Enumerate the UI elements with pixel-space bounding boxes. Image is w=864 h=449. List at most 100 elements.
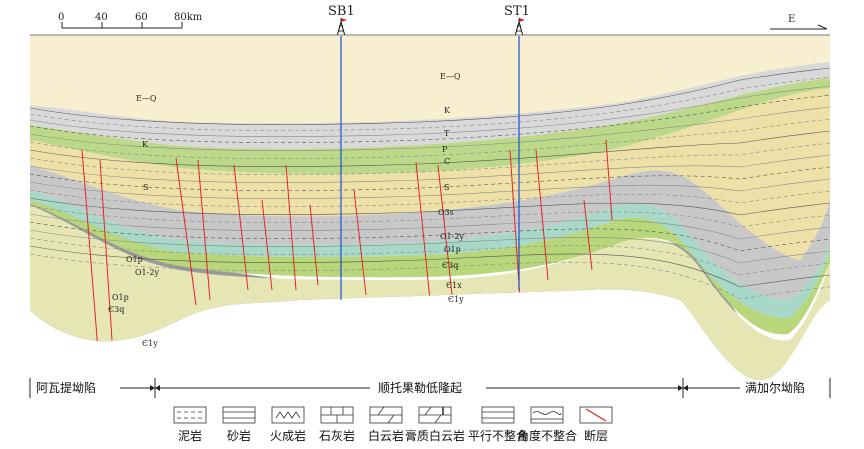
horizon-line [30,106,830,151]
horizon-line [30,205,830,228]
legend-item: 平行不整合 [468,406,528,443]
label-o1p-mid: O1p [444,245,461,254]
fault-line [81,149,99,351]
legend-swatch [530,406,564,424]
horizon-line [30,189,830,207]
fault-line [437,164,453,296]
label-t: T [444,129,450,138]
horizon-line [30,154,830,183]
legend-label: 断层 [584,428,608,443]
legend-item: 泥岩 [173,406,207,443]
legend-item: 白云岩 [368,406,404,443]
label-e1y-mid: Є1y [448,295,464,304]
legend-pattern-mark [532,411,562,415]
legend-swatch [271,406,305,424]
layer-cambrian [30,205,830,380]
layer-ordovician-teal [30,190,830,319]
legend-label: 平行不整合 [468,428,528,443]
legend-label: 泥岩 [178,428,202,443]
horizon-line [30,178,830,199]
legend-label: 石灰岩 [319,428,355,443]
fault-line [175,157,197,306]
fault-line [309,204,319,286]
legend-item: 断层 [579,406,613,443]
horizon-line [30,76,830,131]
region-shuntuoguole-uplift: 顺托果勒低隆起 [378,380,462,395]
legend-label: 膏质白云岩 [405,428,465,443]
legend-pattern-mark [387,414,395,424]
horizon-line [30,213,830,240]
label-e1y-left: Є1y [142,339,158,348]
label-e1x: Є1x [446,281,462,290]
well-st1: ST1 [504,4,530,37]
horizon-line [30,85,830,137]
horizon-line [30,130,830,167]
label-e3q-left: Є3q [108,305,124,314]
scale-tick-40: 40 [95,12,108,23]
well-sb1: SB1 [328,4,355,37]
horizon-line [30,245,830,288]
legend-item: 石灰岩 [319,406,355,443]
label-o3s: O3s [438,208,454,217]
fault-line [605,139,613,221]
label-s: S [444,183,449,192]
derrick-icon [514,18,525,37]
layer-silurian [30,165,830,300]
scale-tick-0: 0 [58,12,64,23]
well-st1-label: ST1 [504,4,530,19]
cross-section: E—Q E—Q K K T P C S S O3s O1-2y O1p O1p … [30,34,830,380]
label-k-left: K [142,140,149,149]
label-k-mid: K [444,106,451,115]
label-p: P [442,145,448,154]
region-bar: 阿瓦提坳陷 顺托果勒低隆起 满加尔坳陷 [29,378,831,398]
label-eq-center: E—Q [440,72,461,81]
legend-pattern-mark [275,411,301,419]
legend-item: 膏质白云岩 [405,406,465,443]
direction-label: E [788,14,795,25]
fault-line [509,149,521,301]
well-sb1-label: SB1 [328,4,355,19]
horizon-line [30,94,830,143]
legend-item: 角度不整合 [517,406,577,443]
layer-permian [30,88,830,260]
label-o1p-left: O1p [126,255,143,264]
legend-swatch [222,406,256,424]
fault-line [197,159,211,301]
legend-swatch [173,406,207,424]
scale-bar: 0 40 60 80km [58,12,203,29]
strata-labels: E—Q E—Q K K T P C S S O3s O1-2y O1p O1p … [108,72,464,348]
label-e3q: Є3q [442,261,458,270]
label-eq-left: E—Q [136,94,157,103]
region-manjiaer-depression: 满加尔坳陷 [745,380,805,395]
horizon-line [30,197,830,216]
legend-label: 砂岩 [227,428,251,443]
legend-label: 角度不整合 [517,428,577,443]
horizon-line [30,221,830,252]
layer-ordovician-green [30,200,830,335]
faults [81,139,613,351]
horizon-line [30,166,830,191]
horizon-line [30,118,830,159]
label-o12y-left: O1-2y [135,268,159,277]
fault-line [261,199,273,291]
fault-line [415,161,431,301]
scale-tick-60: 60 [135,12,148,23]
derrick-icon [336,18,347,37]
legend-pattern-mark [424,406,432,416]
fault-line [535,149,549,281]
label-c: C [444,157,450,166]
fault-line [583,199,593,271]
region-awati-depression: 阿瓦提坳陷 [36,380,96,395]
horizon-line [30,229,830,264]
fault-line [233,164,249,291]
legend-label: 白云岩 [368,428,404,443]
horizon-line [30,67,830,125]
legend-pattern-mark [377,406,385,416]
legend-swatch [481,406,515,424]
fault-line [99,159,113,341]
fault-line [353,189,367,296]
label-o12y: O1-2y [440,232,464,241]
legend-item: 火成岩 [270,406,306,443]
